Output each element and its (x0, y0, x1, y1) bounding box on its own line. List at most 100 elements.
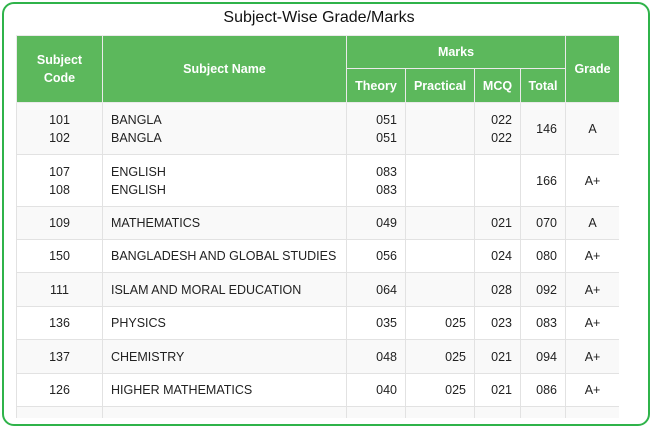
subject-name-value: BANGLADESH AND GLOBAL STUDIES (111, 249, 337, 263)
table-row: 150 BANGLADESH AND GLOBAL STUDIES 056 024 0… (16, 239, 619, 273)
practical-cell: 025 (405, 339, 475, 374)
subject-code-value: 108 (49, 182, 70, 197)
subject-name-value: MATHEMATICS (111, 216, 201, 230)
theory-cell: 048 (346, 339, 406, 374)
mcq-cell: 022 022 (474, 102, 521, 155)
subject-name-value: ENGLISH (111, 182, 166, 197)
grade-value: A+ (584, 383, 601, 397)
grade-value: A+ (584, 249, 601, 263)
mcq-value: 022 (491, 112, 512, 127)
grade-cell: A+ (565, 239, 619, 273)
grade-value: A (588, 216, 597, 230)
practical-cell (405, 406, 475, 418)
practical-value (406, 281, 466, 299)
grade-cell: A (565, 102, 619, 155)
practical-cell: 025 (405, 306, 475, 340)
header-mcq: MCQ (474, 68, 521, 103)
table-row: 111 ISLAM AND MORAL EDUCATION 064 028 092 A+ (16, 272, 619, 307)
total-value: 146 (536, 121, 558, 136)
theory-value: 049 (376, 216, 397, 230)
theory-value: 051 (376, 130, 397, 145)
theory-cell: 056 (346, 239, 406, 273)
subject-code-value: 109 (49, 216, 70, 230)
grade-value: A+ (584, 282, 601, 297)
mcq-value: 021 (491, 349, 512, 364)
header-marks: Marks (345, 35, 567, 69)
subject-code-value: 137 (49, 349, 70, 364)
total-value: 092 (536, 282, 558, 297)
grade-cell (565, 406, 619, 418)
subject-code-value: 150 (49, 249, 70, 263)
theory-value (347, 408, 397, 419)
theory-value: 056 (376, 249, 397, 263)
subject-code-cell: 126 (16, 373, 103, 407)
practical-value: 025 (445, 383, 466, 397)
mcq-cell (474, 154, 521, 207)
mcq-cell: 021 (474, 206, 521, 240)
subject-name-cell: BANGLADESH AND GLOBAL STUDIES (102, 239, 347, 273)
mcq-value: 021 (491, 383, 512, 397)
total-cell: 092 (519, 272, 567, 307)
practical-value (406, 181, 466, 199)
theory-cell: 051 051 (346, 102, 406, 155)
grade-cell: A+ (565, 339, 619, 374)
total-value: 166 (536, 173, 558, 188)
subject-name-cell: CHEMISTRY (102, 339, 347, 374)
total-cell: 094 (519, 339, 567, 374)
practical-value: 025 (445, 316, 466, 330)
mcq-cell (474, 406, 521, 419)
mcq-value (475, 181, 512, 199)
table-row: 126 HIGHER MATHEMATICS 040 025 021 086 A+ (16, 373, 619, 407)
mcq-value (475, 408, 512, 419)
subject-name-value: ISLAM AND MORAL EDUCATION (111, 282, 302, 297)
practical-cell (405, 272, 475, 307)
mcq-value: 022 (491, 130, 512, 145)
practical-value (406, 163, 466, 181)
subject-code-value (17, 408, 102, 419)
header-total: Total (519, 68, 567, 103)
subject-name-value: CHEMISTRY (111, 349, 185, 364)
subject-name-value: ENGLISH (111, 164, 166, 179)
subject-code-cell: 136 (16, 306, 103, 340)
subject-code-value: 107 (49, 164, 70, 179)
theory-value: 048 (376, 349, 397, 364)
table-row: 109 MATHEMATICS 049 021 070 A (16, 206, 619, 240)
header-subject-name: Subject Name (102, 35, 347, 103)
subject-code-value: 136 (49, 316, 70, 330)
grade-value: A+ (584, 316, 601, 330)
mcq-cell: 028 (474, 272, 521, 307)
marks-table-container: Subject Code Subject Name Marks Grade Th… (16, 35, 619, 418)
total-value: 080 (536, 249, 558, 263)
subject-code-value: 126 (49, 383, 70, 397)
practical-cell (405, 239, 475, 273)
subject-code-cell: 101 102 (16, 102, 103, 155)
theory-cell: 049 (346, 206, 406, 240)
subject-name-cell: ISLAM AND MORAL EDUCATION (102, 272, 347, 307)
mcq-cell: 021 (474, 339, 521, 374)
subject-name-cell: PHYSICS (102, 306, 347, 340)
theory-value: 040 (376, 383, 397, 397)
mcq-value: 023 (491, 316, 512, 330)
subject-code-value: 101 (49, 112, 70, 127)
total-cell: 083 (519, 306, 567, 340)
total-value: 083 (536, 316, 558, 330)
total-value: 094 (536, 349, 558, 364)
table-row: 137 CHEMISTRY 048 025 021 094 A+ (16, 339, 619, 374)
grade-cell: A+ (565, 154, 619, 207)
mcq-cell: 024 (474, 239, 521, 273)
theory-value: 035 (376, 316, 397, 330)
subject-name-value: HIGHER MATHEMATICS (111, 383, 253, 397)
subject-name-value: BANGLA (111, 130, 162, 145)
total-cell: 166 (519, 154, 567, 207)
total-value: 070 (536, 216, 558, 230)
practical-value (406, 129, 466, 147)
grade-value: A+ (584, 173, 601, 188)
subject-code-cell: 109 (16, 206, 103, 240)
subject-code-cell: 111 (16, 272, 103, 307)
theory-cell (346, 406, 406, 419)
subject-code-value: 102 (49, 130, 70, 145)
theory-value: 083 (376, 182, 397, 197)
mcq-value: 024 (491, 249, 512, 263)
theory-cell: 083 083 (346, 154, 406, 207)
theory-value: 083 (376, 164, 397, 179)
